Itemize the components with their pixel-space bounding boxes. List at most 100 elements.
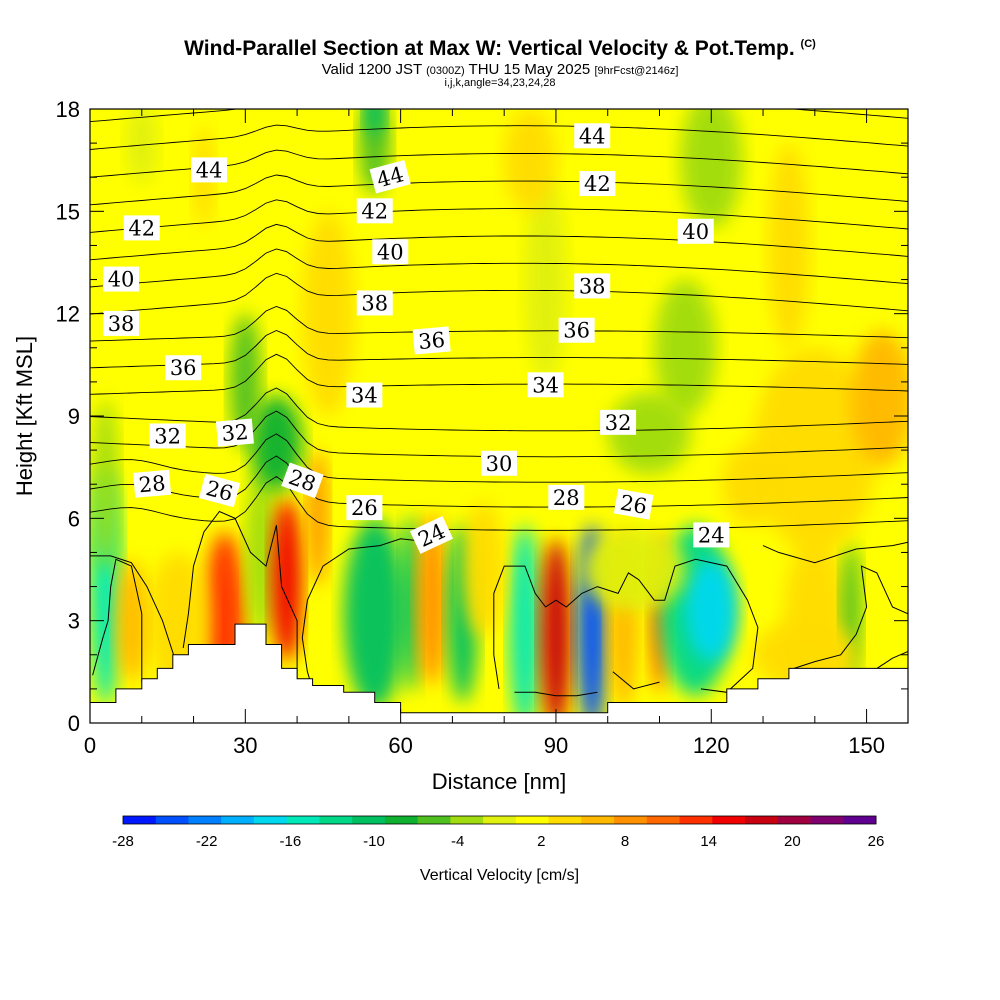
x-tick-label: 30 — [233, 733, 257, 758]
contour-label-box — [548, 484, 585, 510]
contour-label: 42 — [579, 171, 616, 197]
colorbar-tick-label: 14 — [700, 833, 717, 850]
colorbar-tick-label: -10 — [363, 833, 385, 850]
contour-label-text: 42 — [584, 172, 611, 196]
colorbar-swatch — [319, 816, 353, 824]
contour-label-box — [693, 522, 730, 548]
contour-label: 28 — [133, 469, 172, 498]
x-tick-label: 120 — [693, 733, 730, 758]
contour-label: 34 — [346, 382, 383, 408]
contour-label: 44 — [191, 157, 228, 183]
y-tick-label: 15 — [56, 199, 80, 224]
contour-label-text: 34 — [351, 384, 378, 408]
colorbar-frame — [122, 815, 877, 825]
theta-contour — [90, 199, 908, 233]
vertical-velocity-field — [90, 109, 908, 723]
velocity-cell — [126, 109, 158, 185]
contour-label-text: 38 — [108, 312, 135, 336]
colorbar-swatch — [548, 816, 582, 824]
contour-label-text: 42 — [361, 199, 388, 223]
contour-label: 38 — [356, 290, 393, 316]
contour-label-text: 36 — [563, 319, 590, 343]
contour-label-box — [527, 372, 564, 398]
contour-label-box — [412, 326, 451, 355]
contour-label-box — [558, 317, 595, 343]
colorbar-swatch — [253, 816, 288, 824]
colorbar-swatch — [384, 816, 419, 824]
contour-label-text: 28 — [553, 486, 580, 510]
y-axis-label: Height [Kft MSL] — [12, 336, 37, 496]
x-axis-label: Distance [nm] — [432, 769, 567, 794]
valid-prefix: Valid 1200 JST — [321, 61, 422, 78]
colorbar-swatch — [417, 816, 451, 824]
contour-label: 36 — [412, 326, 451, 355]
velocity-cell — [768, 143, 810, 348]
contour-label-text: 44 — [196, 158, 223, 182]
contour-label-text: 40 — [108, 268, 135, 292]
colorbar-swatch — [450, 816, 484, 824]
chart-title: Wind-Parallel Section at Max W: Vertical… — [0, 37, 1000, 61]
contour-label-box — [574, 123, 611, 149]
theta-contour — [90, 109, 908, 123]
theta-contour — [90, 248, 908, 288]
velocity-cell — [416, 514, 448, 686]
contour-label-box — [481, 450, 517, 476]
contour-label-text: 44 — [579, 124, 606, 148]
colorbar-swatch — [810, 816, 844, 824]
colorbar-swatch — [843, 816, 877, 824]
contour-label-box — [123, 215, 160, 241]
velocity-cell — [343, 518, 406, 710]
velocity-cell — [680, 109, 743, 229]
colorbar-swatch — [123, 816, 157, 824]
colorbar-swatch — [483, 816, 517, 824]
copyright-mark: (C) — [800, 38, 816, 50]
contour-label-box — [600, 409, 637, 435]
velocity-cell — [752, 347, 877, 553]
contour-label-box — [103, 266, 140, 292]
velocity-cell — [504, 109, 556, 212]
contour-label-box — [369, 160, 411, 194]
colorbar-tick-label: -16 — [279, 833, 301, 850]
theta-contour — [90, 306, 908, 342]
y-tick-label: 12 — [56, 302, 80, 327]
contour-label: 34 — [527, 372, 564, 398]
colorbar-tick-label: 20 — [784, 833, 801, 850]
contour-label-text: 28 — [138, 471, 167, 497]
theta-contour — [90, 330, 908, 369]
contour-label-text: 42 — [128, 216, 155, 240]
grid-indices: i,j,k,angle=34,23,24,28 — [444, 77, 556, 89]
velocity-cell — [581, 528, 686, 611]
contour-label-box — [215, 418, 254, 447]
zero-contour — [793, 565, 908, 669]
contour-label: 32 — [149, 423, 186, 449]
colorbar-swatch — [679, 816, 713, 824]
theta-contour — [90, 475, 908, 531]
colorbar-tick-label: 8 — [621, 833, 629, 850]
colorbar-swatch — [188, 816, 222, 824]
contour-label-box — [356, 198, 393, 224]
colorbar-tick-label: 26 — [868, 833, 885, 850]
contour-label-text: 34 — [532, 373, 559, 397]
terrain — [90, 623, 908, 723]
contour-label-box — [677, 218, 714, 244]
contour-label: 38 — [103, 310, 140, 336]
zero-contour — [762, 541, 908, 564]
contour-label-text: 40 — [682, 220, 709, 244]
contour-label-text: 38 — [579, 274, 606, 298]
velocity-cell — [721, 443, 784, 526]
colorbar-title: Vertical Velocity [cm/s] — [420, 867, 579, 884]
chart-title-main: Wind-Parallel Section at Max W: Vertical… — [184, 37, 795, 60]
contour-label-text: 32 — [605, 411, 632, 435]
y-tick-label: 18 — [56, 97, 80, 122]
contour-label: 42 — [356, 198, 393, 224]
terrain-mask — [90, 623, 908, 723]
contour-label: 26 — [613, 488, 654, 520]
velocity-cell — [851, 330, 908, 468]
colorbar-swatch — [581, 816, 615, 824]
contour-label: 24 — [693, 522, 730, 548]
contour-label-text: 32 — [221, 420, 250, 446]
contour-label: 40 — [677, 218, 714, 244]
contour-label-box — [346, 382, 383, 408]
contour-label: 32 — [215, 418, 254, 447]
